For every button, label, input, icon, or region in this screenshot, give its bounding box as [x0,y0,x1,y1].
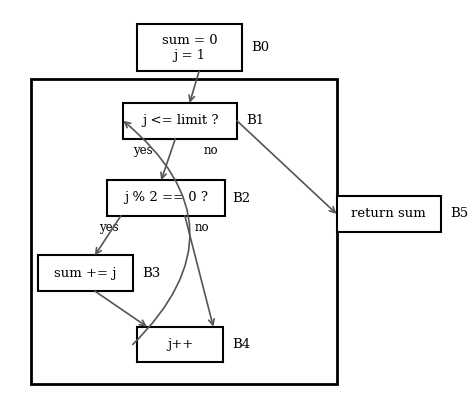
Text: sum += j: sum += j [54,267,117,280]
FancyBboxPatch shape [137,24,242,71]
Text: yes: yes [133,144,152,157]
Text: no: no [204,144,219,157]
Text: B1: B1 [246,114,264,127]
FancyBboxPatch shape [38,255,133,291]
Text: return sum: return sum [351,208,426,220]
Text: no: no [194,221,209,234]
FancyBboxPatch shape [107,180,225,216]
Text: sum = 0
j = 1: sum = 0 j = 1 [162,34,218,61]
Text: yes: yes [100,221,119,234]
Text: B3: B3 [142,267,161,280]
Text: j % 2 == 0 ?: j % 2 == 0 ? [124,192,208,204]
FancyBboxPatch shape [137,327,223,362]
Text: j <= limit ?: j <= limit ? [142,114,219,127]
Text: B5: B5 [450,208,468,220]
FancyBboxPatch shape [123,103,237,139]
Text: j++: j++ [167,338,193,351]
Text: B2: B2 [232,192,250,204]
Bar [31,79,337,384]
FancyBboxPatch shape [337,196,441,232]
Text: B0: B0 [251,41,269,54]
Text: B4: B4 [232,338,250,351]
